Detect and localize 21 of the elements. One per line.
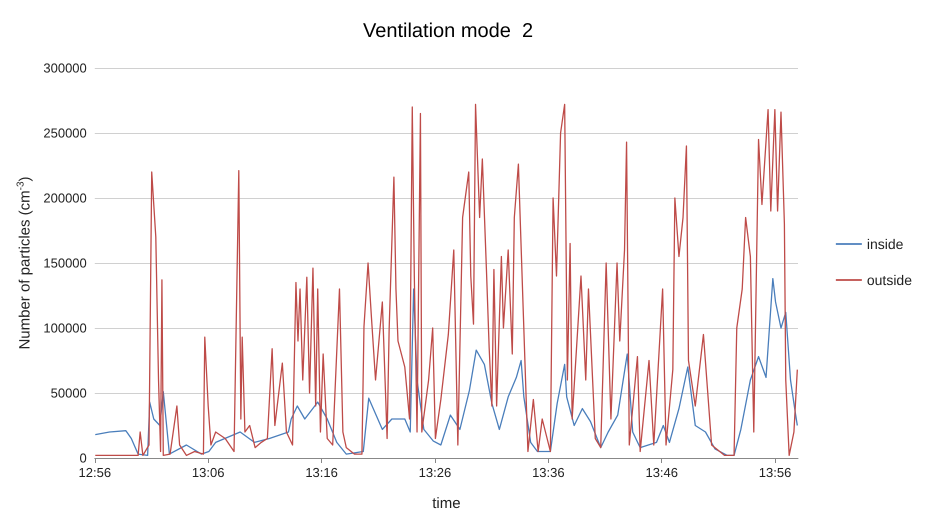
chart-title: Ventilation mode 2: [363, 20, 534, 42]
y-tick-label: 300000: [43, 60, 87, 76]
x-axis-title: time: [432, 495, 461, 512]
y-tick-label: 50000: [50, 386, 87, 400]
x-tick-label: 12:56: [78, 465, 112, 480]
y-tick-label: 250000: [43, 126, 87, 140]
x-tick-label: 13:26: [418, 465, 452, 480]
x-tick-label: 13:56: [758, 465, 792, 480]
x-tick-label: 13:16: [305, 465, 338, 480]
y-axis-title: Number of particles (cm-3): [16, 176, 34, 350]
x-tick-label: 13:36: [532, 465, 565, 480]
legend-label: outside: [866, 272, 912, 288]
y-tick-label: 200000: [43, 190, 87, 206]
y-tick-label: 150000: [43, 256, 87, 270]
y-tick-label: 100000: [43, 320, 87, 336]
legend-label: inside: [866, 236, 904, 252]
x-tick-label: 13:06: [192, 465, 224, 480]
line-series: [94, 278, 798, 456]
x-tick-label: 13:46: [645, 465, 678, 480]
y-tick-label: 0: [80, 450, 87, 466]
line-series: [94, 104, 798, 456]
